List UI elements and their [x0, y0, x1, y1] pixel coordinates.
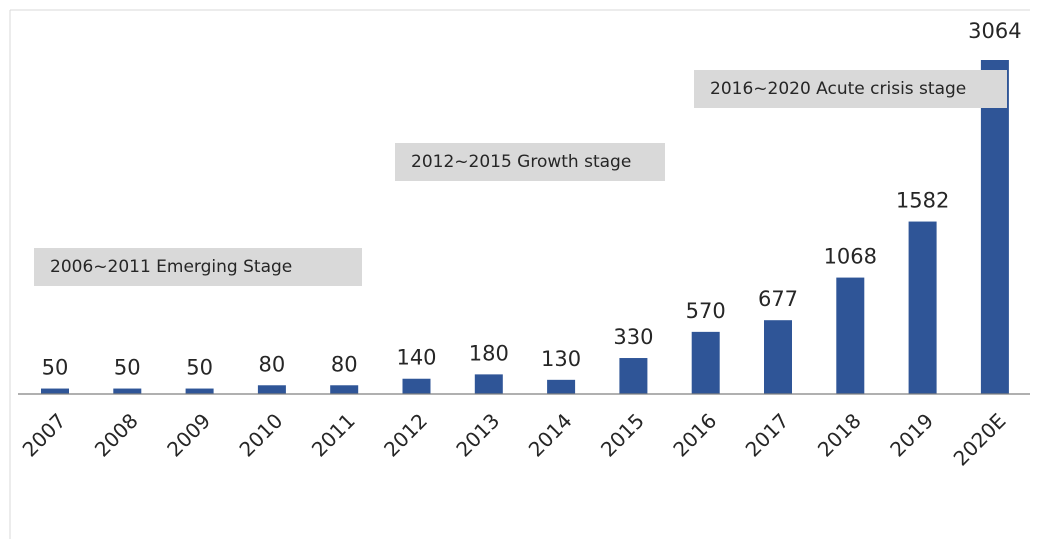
x-tick-labels-layer: 2007 2008 2009 2010 2011 2012 2013 2014 2015 2016…: [18, 409, 1011, 471]
x-tick-label-2012: 2012: [379, 409, 432, 462]
bar-2007: [41, 388, 69, 394]
data-label-2017: 677: [758, 287, 798, 311]
x-tick-label-2011: 2011: [307, 409, 360, 462]
bar-2015: [619, 358, 648, 394]
data-label-2018: 1068: [824, 245, 877, 269]
data-label-2013: 180: [469, 341, 509, 365]
bar-2014: [547, 379, 576, 394]
bar-2009: [185, 388, 214, 394]
bar-2011: [330, 385, 359, 394]
bar-2008: [113, 388, 142, 394]
x-tick-label-2014: 2014: [524, 409, 577, 462]
data-label-2015: 330: [613, 325, 653, 349]
x-tick-label-2020E: 2020E: [949, 409, 1011, 471]
data-label-2008: 50: [114, 356, 141, 380]
data-label-2012: 140: [396, 346, 436, 370]
data-label-2010: 80: [259, 352, 286, 376]
data-label-2016: 570: [686, 299, 726, 323]
bar-2020E: [980, 60, 1009, 394]
x-tick-label-2008: 2008: [90, 409, 143, 462]
x-tick-label-2016: 2016: [668, 409, 721, 462]
x-tick-label-2013: 2013: [451, 409, 504, 462]
x-tick-label-2007: 2007: [18, 409, 71, 462]
x-tick-label-2018: 2018: [813, 409, 866, 462]
x-tick-label-2010: 2010: [234, 409, 287, 462]
stage-annotation-acute-crisis: 2016~2020 Acute crisis stage: [694, 70, 1007, 108]
stage-annotation-emerging: 2006~2011 Emerging Stage: [34, 248, 362, 286]
data-labels-layer: 50 50 50 80 80 140 180 130 330 570 677 1068 1582 3064: [42, 19, 1022, 380]
bar-2013: [474, 374, 503, 394]
data-label-2007: 50: [42, 356, 69, 380]
bar-2018: [836, 277, 865, 394]
bars-layer: [41, 60, 1009, 394]
x-tick-label-2009: 2009: [162, 409, 215, 462]
stage-annotation-growth: 2012~2015 Growth stage: [395, 143, 665, 181]
data-label-2019: 1582: [896, 189, 949, 213]
bar-2017: [764, 320, 792, 394]
data-label-2009: 50: [186, 356, 213, 380]
bar-2012: [402, 378, 431, 394]
bar-2016: [691, 331, 720, 394]
bar-2019: [908, 221, 937, 394]
data-label-2020E: 3064: [968, 19, 1021, 43]
bar-2010: [257, 385, 286, 394]
x-tick-label-2017: 2017: [741, 409, 794, 462]
data-label-2011: 80: [331, 352, 358, 376]
data-label-2014: 130: [541, 347, 581, 371]
x-tick-label-2019: 2019: [885, 409, 938, 462]
x-tick-label-2015: 2015: [596, 409, 649, 462]
